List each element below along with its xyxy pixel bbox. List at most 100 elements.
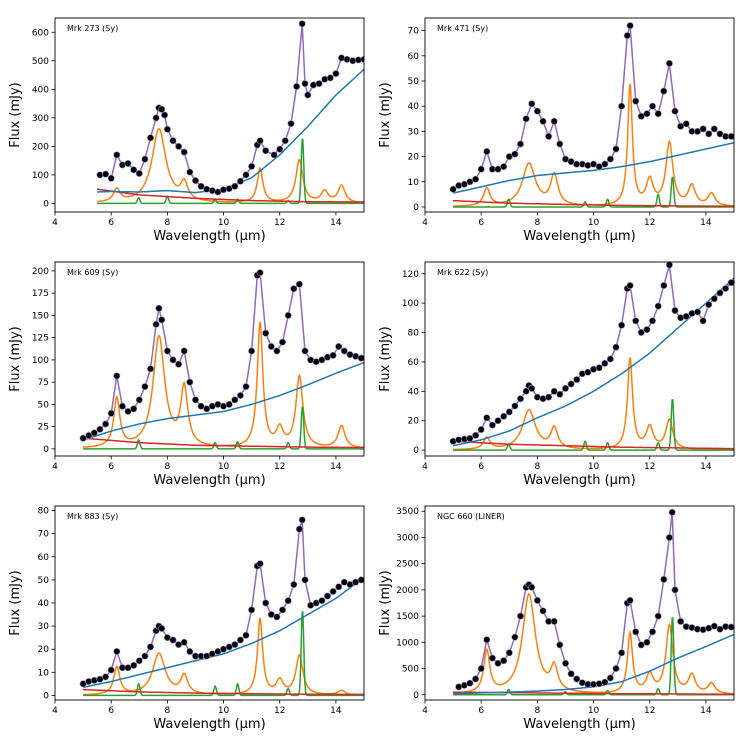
data-point [483,414,491,422]
y-tick-label: 3500 [396,507,419,517]
pah-component-line [82,321,364,449]
data-point [556,390,564,398]
data-point [682,120,690,128]
data-point [705,301,713,309]
y-tick-label: 70 [408,27,420,37]
y-tick-label: 0 [43,445,49,455]
data-point [710,295,718,303]
data-point [556,140,564,148]
chart-panel: 4 6 8 10 12 14 0 20 40 60 80 100 120 Wavelength (μm) F… [378,261,735,488]
data-point [236,177,244,185]
data-point [589,680,597,688]
data-point [668,508,676,516]
plot-area [79,269,364,450]
data-point [357,354,364,362]
panel-label: Mrk 622 (Sy) [437,268,488,277]
data-point [248,347,256,355]
x-axis-label: Wavelength (μm) [523,717,635,732]
data-point [618,102,626,110]
data-point [301,347,309,355]
data-point [516,612,524,620]
data-point [96,425,104,433]
y-tick-label: 0 [43,691,49,701]
data-point [710,125,718,133]
data-point [477,165,485,173]
data-point [231,641,239,649]
data-point [511,402,519,410]
x-tick-label: 12 [274,706,285,716]
data-point [466,434,474,442]
data-point [293,83,301,91]
x-tick-label: 14 [330,462,342,472]
data-point [113,647,121,655]
data-point [135,170,143,178]
data-point [699,317,707,325]
data-point [298,20,306,28]
panel-label: NGC 660 (LINER) [437,512,505,521]
data-point [175,360,183,368]
data-point [637,641,645,649]
data-point [256,137,264,145]
panel-label: Mrk 609 (Sy) [67,268,118,277]
data-point [332,70,340,78]
data-point [727,279,734,287]
y-tick-label: 10 [38,668,50,678]
data-point [533,107,541,115]
data-point [632,628,640,636]
x-tick-label: 4 [422,218,428,228]
axes-frame [424,261,735,457]
y-tick-label: 500 [32,57,49,67]
y-tick-label: 75 [38,378,49,388]
data-point [699,125,707,133]
data-point [500,163,508,171]
data-point [147,365,155,373]
x-tick-label: 8 [534,462,540,472]
data-point [494,165,502,173]
y-tick-label: 125 [32,334,49,344]
data-point [256,560,264,568]
data-point [186,647,194,655]
x-axis-label: Wavelength (μm) [153,473,265,488]
data-point [130,405,138,413]
stellar-component-line [453,199,734,207]
data-point [262,329,270,337]
data-point [601,160,609,168]
panel-label: Mrk 273 (Sy) [67,24,118,33]
y-tick-label: 40 [38,599,50,609]
emission-lines-component [97,138,364,205]
data-point [192,396,200,404]
x-tick-label: 6 [478,218,484,228]
y-axis-label: Flux (mJy) [8,326,23,392]
data-point [326,74,334,82]
x-axis-label: Wavelength (μm) [153,717,265,732]
data-point [612,145,620,153]
x-tick-label: 14 [700,706,712,716]
x-tick-label: 10 [218,706,230,716]
y-tick-label: 10 [408,178,420,188]
data-point [665,59,673,67]
continuum-component-line [452,141,734,194]
pah-component-line [453,592,734,695]
data-point [197,182,205,190]
data-point [589,365,597,373]
y-tick-label: 40 [408,102,420,112]
y-tick-label: 60 [408,358,420,368]
data-point [606,155,614,163]
data-point [186,168,194,176]
data-point [488,654,496,662]
x-tick-label: 8 [534,218,540,228]
data-point [309,81,317,89]
data-point [169,356,177,364]
x-tick-label: 10 [218,462,230,472]
data-point [522,387,530,395]
y-tick-label: 400 [32,85,49,95]
data-point [682,312,690,320]
data-point [107,666,115,674]
x-tick-label: 6 [108,706,114,716]
data-point [618,649,626,657]
data-point [601,359,609,367]
data-point [278,606,286,614]
data-point [290,285,298,293]
y-tick-label: 0 [43,199,49,209]
